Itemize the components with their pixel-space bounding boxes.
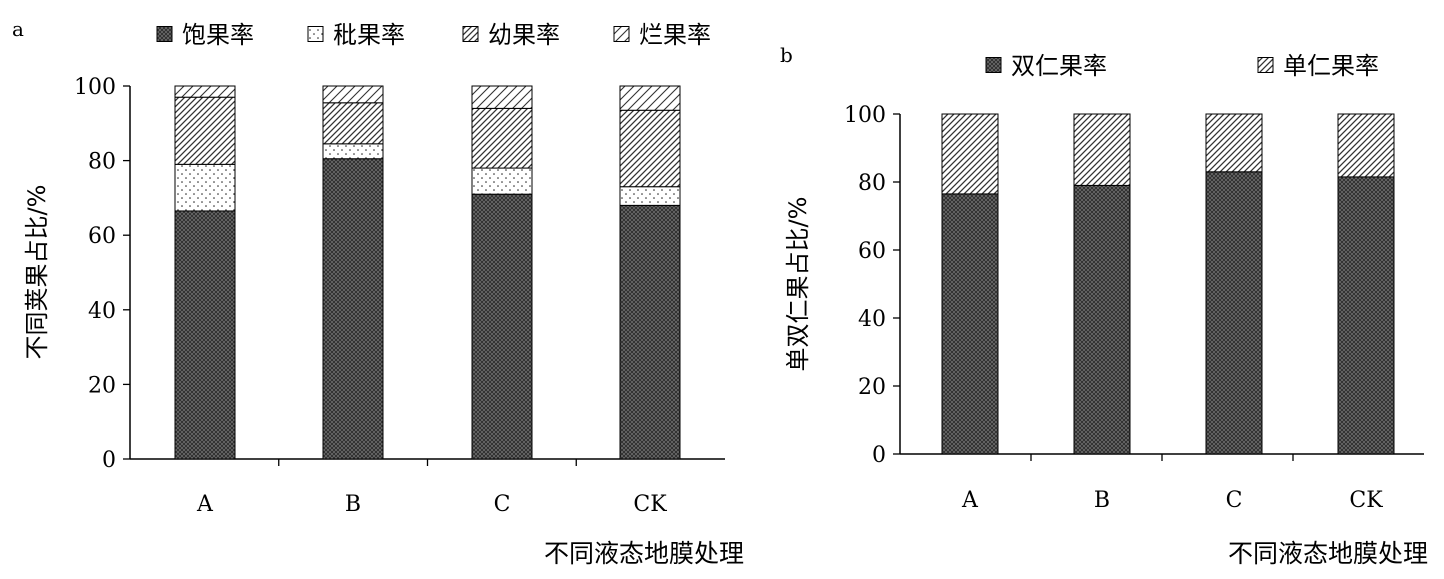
bar-segment xyxy=(941,113,999,195)
bar-segment xyxy=(1073,113,1131,186)
bar-segment xyxy=(619,85,681,111)
y-tick-label: 0 xyxy=(872,443,886,468)
panel-label-b: b xyxy=(780,43,793,67)
legend-label: 烂果率 xyxy=(639,21,711,49)
x-tick-label: A xyxy=(961,488,979,513)
panel-a: a 饱果率 秕果率 幼果率 烂果率 0 20 40 60 80 100 A B C CK 不同荚果占比… xyxy=(12,17,744,568)
legend-label: 饱果率 xyxy=(182,21,254,49)
bar-segment xyxy=(941,193,999,455)
legend-label: 秕果率 xyxy=(333,21,405,49)
legend-swatch xyxy=(156,26,173,42)
x-tick-label: B xyxy=(345,492,361,517)
bar-segment xyxy=(1073,184,1131,455)
legend-swatch xyxy=(462,26,479,42)
y-ticks-a: 0 20 40 60 80 100 xyxy=(74,75,130,473)
x-tick-label: CK xyxy=(633,492,667,517)
bar-segment xyxy=(619,186,681,206)
bar-segment xyxy=(471,167,533,195)
legend-label: 幼果率 xyxy=(488,21,560,49)
legend-label: 双仁果率 xyxy=(1011,52,1107,80)
bar-segment xyxy=(174,210,236,460)
y-tick-label: 40 xyxy=(88,299,116,324)
bar-segment xyxy=(1337,113,1395,178)
y-axis-label-b: 单双仁果占比/% xyxy=(784,197,812,372)
bar-segment xyxy=(322,85,384,104)
legend-label: 单仁果率 xyxy=(1283,52,1379,80)
x-ticks-a: A B C CK xyxy=(196,459,667,517)
legend-swatch xyxy=(1257,57,1274,73)
x-axis-label-a: 不同液态地膜处理 xyxy=(544,539,744,568)
y-tick-label: 100 xyxy=(74,75,116,100)
bar-segment xyxy=(322,143,384,160)
bar-segment xyxy=(1337,176,1395,455)
x-tick-label: C xyxy=(494,492,511,517)
y-tick-label: 60 xyxy=(858,239,886,264)
x-ticks-b: A B C CK xyxy=(961,454,1383,513)
y-tick-label: 20 xyxy=(858,375,886,400)
bar-segment xyxy=(174,85,236,98)
y-ticks-b: 0 20 40 60 80 100 xyxy=(844,103,900,468)
bar-segment xyxy=(1205,171,1263,455)
bar-segment xyxy=(322,158,384,460)
bars-a xyxy=(174,85,681,460)
bars-b xyxy=(941,113,1395,455)
y-tick-label: 80 xyxy=(88,150,116,175)
legend-swatch xyxy=(985,57,1002,73)
panel-b: b 双仁果率 单仁果率 0 20 40 60 80 100 A B C CK 单双仁果占比/% 不… xyxy=(780,43,1428,568)
bar-segment xyxy=(471,107,533,169)
y-axis-label-a: 不同荚果占比/% xyxy=(23,185,51,360)
bar-segment xyxy=(322,102,384,145)
y-tick-label: 40 xyxy=(858,307,886,332)
bar-segment xyxy=(471,193,533,460)
legend-b: 双仁果率 单仁果率 xyxy=(985,52,1379,80)
panel-label-a: a xyxy=(12,17,24,41)
x-tick-label: C xyxy=(1226,488,1243,513)
bar-segment xyxy=(619,109,681,188)
x-tick-label: CK xyxy=(1349,488,1383,513)
bar-segment xyxy=(174,96,236,165)
y-tick-label: 0 xyxy=(102,448,116,473)
x-tick-label: B xyxy=(1094,488,1110,513)
legend-swatch xyxy=(613,26,630,42)
y-tick-label: 60 xyxy=(88,224,116,249)
bar-segment xyxy=(1205,113,1263,173)
y-tick-label: 80 xyxy=(858,171,886,196)
bar-segment xyxy=(619,204,681,460)
legend-swatch xyxy=(307,26,324,42)
legend-a: 饱果率 秕果率 幼果率 烂果率 xyxy=(156,21,711,49)
x-axis-label-b: 不同液态地膜处理 xyxy=(1228,539,1428,568)
x-tick-label: A xyxy=(196,492,214,517)
bar-segment xyxy=(174,163,236,212)
y-tick-label: 100 xyxy=(844,103,886,128)
bar-segment xyxy=(471,85,533,109)
y-tick-label: 20 xyxy=(88,373,116,398)
